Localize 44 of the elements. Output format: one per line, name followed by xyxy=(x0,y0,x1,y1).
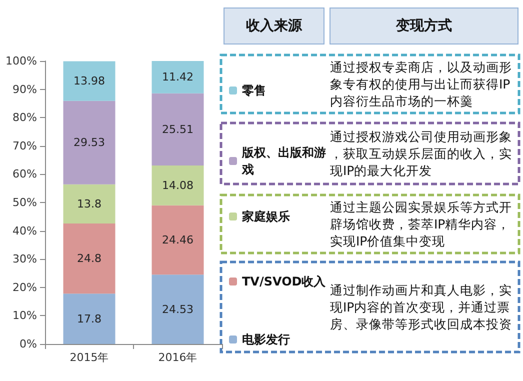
bar xyxy=(63,294,116,344)
legend-title: 收入来源 xyxy=(246,18,303,34)
legend-label: TV/SVOD收入 xyxy=(242,274,327,288)
y-tick-label: 70% xyxy=(12,139,37,152)
legend-label: 零售 xyxy=(241,84,266,98)
y-tick-label: 20% xyxy=(12,280,37,294)
y-tick-label: 80% xyxy=(12,111,37,124)
text: 通过制作动画片和真人电影，实现IP内容的首次变现，并通过票房、录像带等形式收回成本投资 xyxy=(330,282,512,332)
bar xyxy=(152,205,204,275)
data-label: 14.08 xyxy=(162,178,194,192)
bar xyxy=(63,100,116,184)
y-tick-label: 10% xyxy=(12,309,37,322)
y-tick-label: 100% xyxy=(6,54,37,68)
bar xyxy=(152,93,204,166)
bar xyxy=(63,61,116,101)
data-label: 13.8 xyxy=(77,197,102,210)
text: 通过授权专卖商店，以及动画形象专有权的使用与出让而获得IP内容衍生品市场的一杯羹 xyxy=(330,60,512,108)
y-tick-label: 50% xyxy=(12,196,37,209)
y-tick-label: 90% xyxy=(12,82,37,96)
bar xyxy=(63,223,116,294)
data-label: 11.42 xyxy=(162,70,194,84)
bar xyxy=(152,61,204,94)
data-label: 24.8 xyxy=(77,252,102,266)
y-tick-label: 0% xyxy=(20,338,37,350)
y-tick-label: 30% xyxy=(12,252,37,266)
y-tick-label: 60% xyxy=(12,168,37,181)
legend-label: 家庭娱乐 xyxy=(241,210,290,224)
bar xyxy=(152,166,204,206)
x-tick-label: 2015年 xyxy=(70,351,109,364)
data-label: 25.51 xyxy=(162,122,194,136)
data-label: 24.46 xyxy=(162,233,194,246)
data-label: 17.8 xyxy=(77,312,102,326)
bar xyxy=(152,274,204,344)
text: 变现方式 xyxy=(395,17,452,34)
data-label: 29.53 xyxy=(74,136,105,150)
text: 通过授权游戏公司使用动画形象，获取互动娱乐层面的收入，实现IP的最大化开发 xyxy=(330,129,512,178)
y-tick-label: 40% xyxy=(12,224,37,238)
legend-label: 版权、出版和游戏 xyxy=(241,146,326,176)
x-tick-label: 2016年 xyxy=(158,351,198,364)
legend-label: 电影发行 xyxy=(242,332,290,346)
bar xyxy=(63,184,116,224)
data-label: 24.53 xyxy=(162,302,194,316)
data-label: 13.98 xyxy=(74,74,105,88)
text: 通过主题公园实景娱乐等方式开辟场馆收费，荟萃IP精华内容，实现IP价值集中变现 xyxy=(330,200,512,248)
